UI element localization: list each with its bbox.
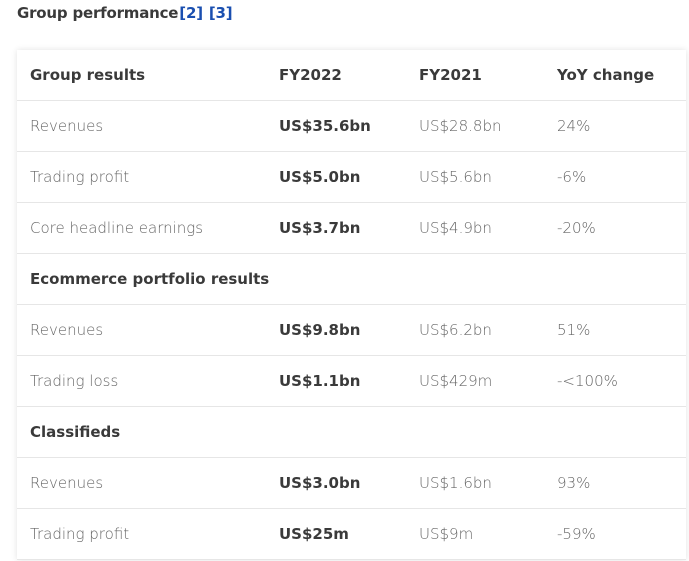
column-header: FY2021 (419, 66, 482, 84)
table-cell: -20% (557, 219, 596, 237)
section-title: Group performance[2] [3] (17, 4, 233, 22)
table-cell: -<100% (557, 372, 618, 390)
table-cell: 24% (557, 117, 591, 135)
table-cell: US$28.8bn (419, 117, 502, 135)
table-cell: Trading loss (30, 372, 119, 390)
table-cell: US$5.6bn (419, 168, 492, 186)
table-cell: US$9m (419, 525, 474, 543)
results-table: Group results FY2022 FY2021 YoY change Reven… (17, 50, 686, 560)
table-cell: Core headline earnings (30, 219, 204, 237)
ref-link[interactable]: [2] (179, 4, 203, 22)
table-cell: US$1.6bn (419, 474, 492, 492)
column-header: Group results (30, 66, 146, 84)
data-row: Trading loss US$1.1bn US$429m -<100% (17, 356, 686, 407)
table-cell: Revenues (30, 474, 104, 492)
table-cell: US$3.7bn (279, 219, 361, 237)
table-cell: 51% (557, 321, 591, 339)
table-cell: US$9.8bn (279, 321, 361, 339)
data-row: Revenues US$3.0bn US$1.6bn 93% (17, 458, 686, 509)
header-row: Group results FY2022 FY2021 YoY change (17, 50, 686, 101)
section-row: Ecommerce portfolio results (17, 254, 686, 305)
data-row: Revenues US$35.6bn US$28.8bn 24% (17, 101, 686, 152)
column-header: FY2022 (279, 66, 342, 84)
table-cell: Revenues (30, 117, 104, 135)
title-text: Group performance (17, 4, 179, 22)
ref-link[interactable]: [3] (208, 4, 233, 22)
section-row: Classifieds (17, 407, 686, 458)
data-row: Trading profit US$5.0bn US$5.6bn -6% (17, 152, 686, 203)
data-row: Trading profit US$25m US$9m -59% (17, 509, 686, 560)
table-cell: Ecommerce portfolio results (30, 270, 270, 288)
data-row: Revenues US$9.8bn US$6.2bn 51% (17, 305, 686, 356)
column-header: YoY change (557, 66, 655, 84)
table-cell: -59% (557, 525, 596, 543)
table-cell: -6% (557, 168, 587, 186)
table-cell: 93% (557, 474, 591, 492)
table-cell: US$3.0bn (279, 474, 361, 492)
table-cell: Trading profit (30, 525, 130, 543)
table-cell: US$429m (419, 372, 493, 390)
table-cell: Classifieds (30, 423, 121, 441)
table-cell: US$4.9bn (419, 219, 492, 237)
table-cell: US$5.0bn (279, 168, 361, 186)
table-cell: US$25m (279, 525, 349, 543)
data-row: Core headline earnings US$3.7bn US$4.9bn -2… (17, 203, 686, 254)
table-cell: US$35.6bn (279, 117, 371, 135)
table-cell: US$6.2bn (419, 321, 492, 339)
table-cell: Revenues (30, 321, 104, 339)
table-cell: US$1.1bn (279, 372, 361, 390)
table-cell: Trading profit (30, 168, 130, 186)
